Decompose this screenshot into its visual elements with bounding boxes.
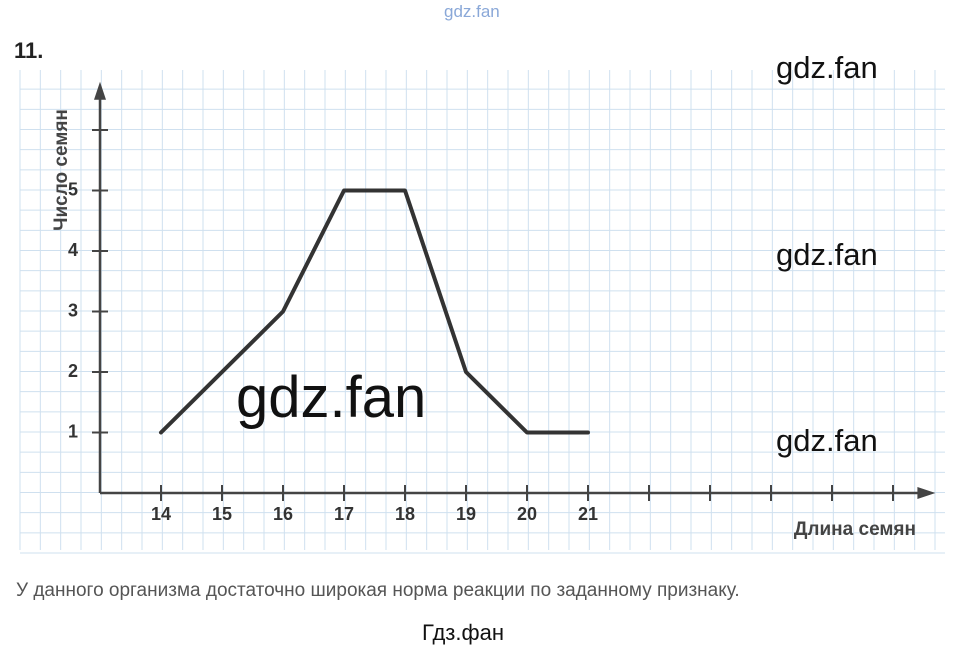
x-tick-label: 20 — [517, 504, 537, 524]
y-arrow — [94, 81, 106, 100]
y-axis-label: Число семян — [51, 109, 72, 231]
x-tick-label: 18 — [395, 504, 415, 524]
x-tick-label: 19 — [456, 504, 476, 524]
caption: У данного организма достаточно широкая н… — [16, 580, 740, 601]
x-arrow — [917, 487, 936, 499]
footer: Гдз.фан — [422, 620, 504, 645]
y-tick-label: 5 — [68, 179, 78, 199]
watermark: gdz.fan — [776, 423, 878, 458]
grid — [19, 70, 945, 554]
problem-number: 11. — [14, 38, 44, 63]
watermark: gdz.fan — [236, 365, 427, 430]
x-tick-label: 15 — [212, 504, 232, 524]
watermark: gdz.fan — [776, 50, 878, 85]
x-tick-label: 14 — [151, 504, 171, 524]
watermark: gdz.fan — [444, 2, 500, 21]
x-tick-label: 21 — [578, 504, 598, 524]
x-tick-label: 16 — [273, 504, 293, 524]
y-tick-label: 1 — [68, 421, 78, 441]
data-line — [159, 188, 590, 435]
x-tick-label: 17 — [334, 504, 354, 524]
y-tick-label: 4 — [68, 240, 78, 260]
watermark: gdz.fan — [776, 237, 878, 272]
y-tick-label: 2 — [68, 361, 78, 381]
y-tick-label: 3 — [68, 300, 78, 320]
x-axis-label: Длина семян — [794, 519, 916, 540]
